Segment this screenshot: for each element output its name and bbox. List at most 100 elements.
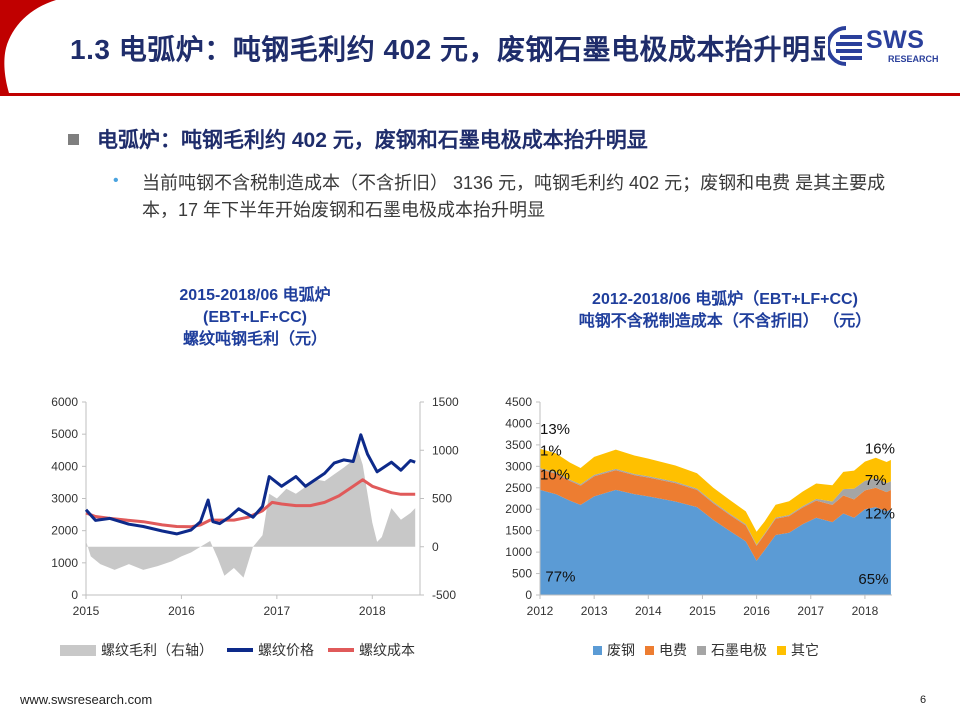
x-tick-label: 2018 [359, 604, 386, 618]
x-tick-label: 2017 [797, 604, 824, 618]
legend-swatch-price [227, 648, 253, 652]
square-bullet-icon [68, 133, 79, 145]
eaf-cost-chart: 0 500 1000 1500 2000 2500 3000 3500 4000 4500 2012… [505, 395, 895, 618]
right-chart-tick-labels: 0 500 1000 1500 2000 2500 3000 3500 4000 4500 2012… [505, 395, 878, 618]
header-divider [0, 93, 960, 96]
y-left-tick-label: 4000 [51, 459, 78, 473]
legend-item-graphite: 石墨电极 [697, 640, 767, 660]
left-chart-title-line1: 2015-2018/06 电弧炉 [179, 287, 331, 304]
x-tick-label: 2015 [73, 604, 100, 618]
right-chart-axes [536, 401, 892, 599]
legend-item-power: 电费 [645, 640, 687, 660]
y-tick-label: 2000 [505, 502, 532, 516]
margin-area-series [86, 450, 416, 578]
share-annotation: 16% [865, 440, 895, 457]
legend-swatch-cost [328, 648, 354, 652]
legend-label-other: 其它 [791, 642, 819, 658]
legend-label-scrap: 废钢 [607, 642, 635, 658]
y-right-tick-label: -500 [432, 588, 456, 602]
legend-item-scrap: 废钢 [593, 640, 635, 660]
stacked-area-series [540, 448, 891, 595]
logo-mark-icon [828, 26, 862, 66]
y-tick-label: 3500 [505, 438, 532, 452]
share-annotation: 10% [540, 467, 570, 484]
logo-text: SWS [866, 26, 925, 54]
right-chart-title-line2: 吨钢不含税制造成本（不含折旧） （元） [578, 313, 872, 330]
y-right-tick-label: 500 [432, 492, 452, 506]
sub-bullet-text: 当前吨钢不含税制造成本（不含折旧） 3136 元，吨钢毛利约 402 元；废钢和… [142, 173, 886, 220]
y-left-tick-label: 2000 [51, 524, 78, 538]
y-tick-label: 3000 [505, 459, 532, 473]
sws-logo: SWS RESEARCH [828, 24, 948, 72]
x-tick-label: 2013 [581, 604, 608, 618]
logo-subtext: RESEARCH [888, 54, 939, 64]
slide-header: 1.3 电弧炉：吨钢毛利约 402 元，废钢石墨电极成本抬升明显 SWS RES… [0, 0, 960, 96]
y-left-tick-label: 0 [71, 588, 78, 602]
y-tick-label: 0 [525, 588, 532, 602]
share-annotations: 13% 1% 10% 77% 16% 7% 12% 65% [540, 421, 895, 588]
red-corner-curve [0, 0, 56, 96]
y-right-tick-label: 0 [432, 540, 439, 554]
cost-line-series [85, 478, 416, 529]
price-line-series [84, 433, 416, 536]
left-chart-axes [82, 401, 424, 599]
rebar-margin-chart: 0 1000 2000 3000 4000 5000 6000 -500 0 500 1000 150… [51, 395, 459, 618]
share-annotation: 1% [540, 443, 562, 460]
y-left-tick-label: 3000 [51, 492, 78, 506]
legend-swatch-graphite [697, 645, 706, 655]
y-tick-label: 4500 [505, 395, 532, 409]
legend-item-margin: 螺纹毛利（右轴） [60, 640, 213, 660]
legend-label-margin: 螺纹毛利（右轴） [101, 642, 213, 658]
y-right-tick-label: 1000 [432, 443, 459, 457]
share-annotation: 77% [545, 569, 575, 586]
left-chart-title: 2015-2018/06 电弧炉 (EBT+LF+CC) 螺纹吨钢毛利（元） [130, 285, 380, 351]
left-chart-title-line2: (EBT+LF+CC) [203, 309, 307, 326]
power-area [540, 469, 891, 561]
main-bullet-text: 电弧炉：吨钢毛利约 402 元，废钢和石墨电极成本抬升明显 [97, 129, 648, 152]
x-tick-label: 2018 [852, 604, 879, 618]
scrap-area [540, 489, 891, 595]
y-tick-label: 4000 [505, 416, 532, 430]
y-left-tick-label: 5000 [51, 427, 78, 441]
left-chart-tick-labels: 0 1000 2000 3000 4000 5000 6000 -500 0 500 1000 150… [51, 395, 459, 618]
legend-swatch-scrap [593, 645, 602, 655]
legend-swatch-other [777, 645, 786, 655]
legend-label-power: 电费 [659, 642, 687, 658]
right-chart-title-line1: 2012-2018/06 电弧炉（EBT+LF+CC) [592, 291, 858, 308]
x-tick-label: 2016 [743, 604, 770, 618]
cost-line [85, 478, 416, 529]
share-annotation: 12% [865, 506, 895, 523]
y-tick-label: 500 [512, 567, 532, 581]
left-chart-legend: 螺纹毛利（右轴） 螺纹价格 螺纹成本 [60, 640, 429, 660]
x-tick-label: 2017 [264, 604, 291, 618]
legend-swatch-power [645, 645, 654, 655]
right-chart-title: 2012-2018/06 电弧炉（EBT+LF+CC) 吨钢不含税制造成本（不含… [540, 289, 910, 333]
share-annotation: 7% [865, 472, 887, 489]
footer-website-link[interactable]: www.swsresearch.com [20, 692, 153, 707]
price-line [84, 433, 416, 536]
legend-item-price: 螺纹价格 [227, 640, 314, 660]
share-annotation: 65% [858, 571, 888, 588]
right-chart-legend: 废钢 电费 石墨电极 其它 [593, 640, 819, 660]
y-tick-label: 1500 [505, 524, 532, 538]
y-left-tick-label: 1000 [51, 556, 78, 570]
margin-area [86, 450, 416, 578]
y-left-tick-label: 6000 [51, 395, 78, 409]
y-tick-label: 1000 [505, 545, 532, 559]
x-tick-label: 2015 [689, 604, 716, 618]
legend-item-cost: 螺纹成本 [328, 640, 415, 660]
legend-label-cost: 螺纹成本 [359, 642, 415, 658]
legend-swatch-margin [60, 644, 96, 656]
page-number: 6 [920, 694, 927, 706]
x-tick-label: 2014 [635, 604, 662, 618]
y-right-tick-label: 1500 [432, 395, 459, 409]
page-title: 1.3 电弧炉：吨钢毛利约 402 元，废钢石墨电极成本抬升明显 [70, 34, 839, 65]
legend-label-price: 螺纹价格 [258, 642, 314, 658]
legend-item-other: 其它 [777, 640, 819, 660]
y-tick-label: 2500 [505, 481, 532, 495]
x-tick-label: 2012 [527, 604, 554, 618]
x-tick-label: 2016 [168, 604, 195, 618]
share-annotation: 13% [540, 421, 570, 438]
dot-bullet-icon: • [113, 172, 119, 189]
main-bullet: 电弧炉：吨钢毛利约 402 元，废钢和石墨电极成本抬升明显 [68, 124, 648, 154]
